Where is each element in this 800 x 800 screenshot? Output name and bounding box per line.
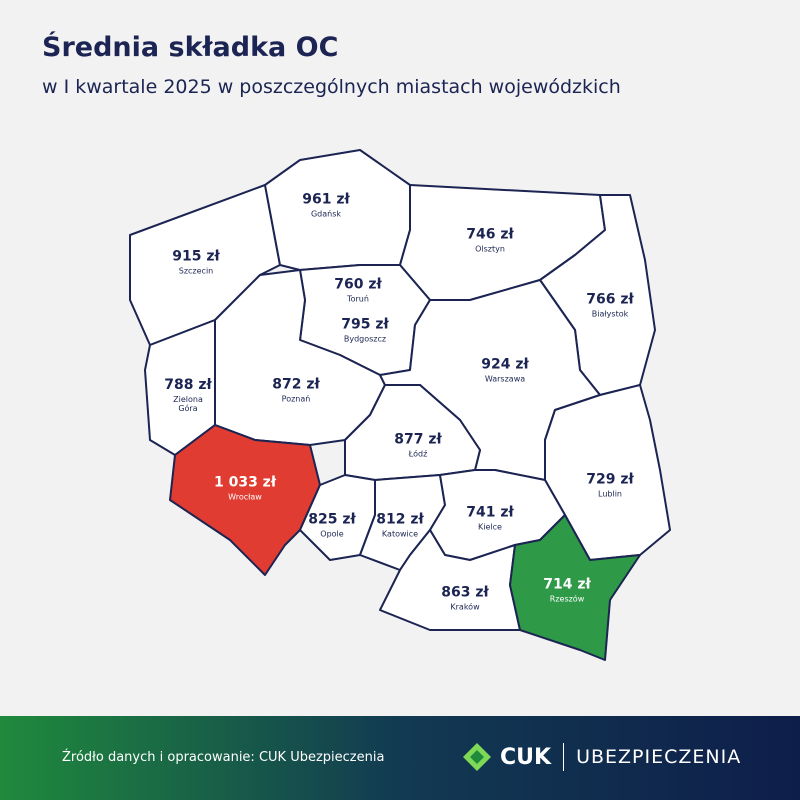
amount: 746 zł bbox=[466, 226, 514, 243]
city: Bydgoszcz bbox=[343, 334, 387, 344]
region-label: 915 zł Szczecin bbox=[172, 249, 219, 276]
logo-brand: CUK bbox=[500, 744, 552, 770]
amount: 788 zł bbox=[164, 377, 212, 393]
source: Źródło danych i opracowanie: CUK Ubezpie… bbox=[62, 750, 385, 765]
amount: 915 zł bbox=[172, 248, 220, 265]
subtitle: w I kwartale 2025 w poszczególnych miast… bbox=[42, 76, 621, 98]
amount: 872 zł bbox=[272, 376, 320, 393]
city: Lublin bbox=[598, 489, 622, 499]
amount: 924 zł bbox=[481, 356, 529, 373]
city: Opole bbox=[320, 529, 344, 539]
region-label: 961 zł Gdańsk bbox=[302, 192, 349, 219]
logo-name: UBEZPIECZENIA bbox=[576, 746, 742, 768]
city: Olsztyn bbox=[475, 244, 505, 254]
amount: 729 zł bbox=[586, 471, 634, 488]
region-label: 924 zł Warszawa bbox=[481, 357, 528, 384]
city: Białystok bbox=[591, 309, 629, 319]
amount: 714 zł bbox=[543, 576, 591, 593]
logo-divider bbox=[563, 743, 565, 771]
city: Katowice bbox=[381, 529, 419, 539]
logo-icon bbox=[463, 743, 491, 771]
region-label: 812 zł Katowice bbox=[376, 512, 423, 539]
region-label: 760 zł Toruń bbox=[334, 277, 381, 304]
region-label: 714 zł Rzeszów bbox=[543, 577, 590, 604]
region-label: 825 zł Opole bbox=[308, 512, 355, 539]
region-label: 788 zł Zielona Góra bbox=[164, 377, 211, 413]
region-label: 1 033 zł Wrocław bbox=[214, 475, 276, 502]
amount: 766 zł bbox=[586, 291, 634, 308]
amount: 760 zł bbox=[334, 276, 382, 293]
title: Średnia składka OC bbox=[42, 32, 339, 63]
region-label: 766 zł Białystok bbox=[586, 292, 633, 319]
region-shape bbox=[509, 514, 641, 661]
city: Łódź bbox=[408, 449, 428, 459]
city: Szczecin bbox=[178, 266, 214, 276]
city: Rzeszów bbox=[549, 594, 585, 604]
amount: 795 zł bbox=[341, 316, 389, 333]
city: Wrocław bbox=[228, 492, 262, 502]
footer: Źródło danych i opracowanie: CUK Ubezpie… bbox=[0, 716, 800, 800]
city: Poznań bbox=[281, 394, 311, 404]
amount: 812 zł bbox=[376, 511, 424, 528]
city: Kraków bbox=[450, 602, 480, 612]
region-label: 741 zł Kielce bbox=[466, 505, 513, 532]
amount: 961 zł bbox=[302, 191, 350, 208]
region-label: 872 zł Poznań bbox=[272, 377, 319, 404]
region-label: 863 zł Kraków bbox=[441, 585, 488, 612]
map bbox=[129, 149, 671, 661]
region-label: 877 zł Łódź bbox=[394, 432, 441, 459]
region-label: 729 zł Lublin bbox=[586, 472, 633, 499]
amount: 863 zł bbox=[441, 584, 489, 601]
logo: CUK UBEZPIECZENIA bbox=[462, 740, 741, 774]
city: Kielce bbox=[478, 522, 502, 532]
amount: 741 zł bbox=[466, 504, 514, 521]
amount: 825 zł bbox=[308, 511, 356, 528]
city: Zielona Góra bbox=[173, 395, 203, 413]
region-label: 746 zł Olsztyn bbox=[466, 227, 513, 254]
amount: 1 033 zł bbox=[213, 474, 277, 491]
city: Gdańsk bbox=[310, 209, 342, 219]
region-label: 795 zł Bydgoszcz bbox=[341, 317, 388, 344]
amount: 877 zł bbox=[394, 431, 442, 448]
city: Warszawa bbox=[484, 374, 526, 384]
city: Toruń bbox=[347, 294, 369, 304]
